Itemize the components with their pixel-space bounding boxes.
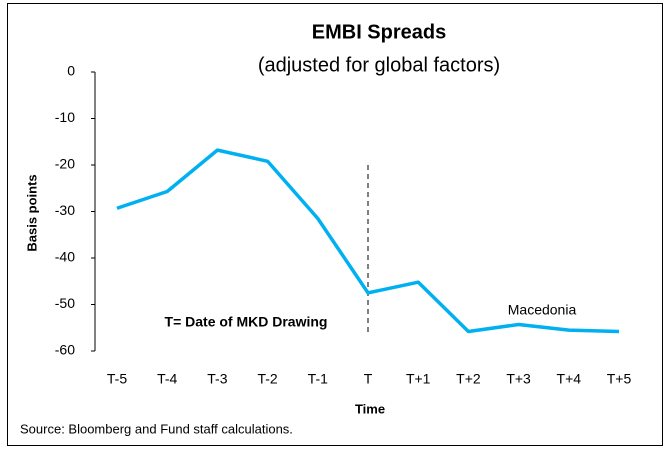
y-tick-label: -20	[55, 156, 75, 172]
annotation: Macedonia	[508, 302, 577, 318]
x-tick-label: T-3	[207, 371, 227, 387]
x-tick-label: T-5	[107, 371, 127, 387]
y-tick-label: -40	[55, 249, 75, 265]
data-line	[116, 148, 620, 334]
chart-frame	[7, 3, 663, 446]
x-tick-label: T+4	[557, 371, 582, 387]
x-tick-label: T+2	[456, 371, 481, 387]
chart-title: EMBI Spreads	[312, 21, 446, 43]
x-tick-label: T-2	[257, 371, 277, 387]
x-axis-label: Time	[355, 401, 385, 416]
x-tick-label: T-4	[157, 371, 177, 387]
x-tick-label: T+5	[607, 371, 632, 387]
x-tick-label: T	[364, 371, 373, 387]
y-tick-label: -60	[55, 342, 75, 358]
x-tick-label: T-1	[308, 371, 328, 387]
x-tick-label: T+3	[506, 371, 531, 387]
annotation: T= Date of MKD Drawing	[165, 314, 328, 330]
y-axis-label: Basis points	[24, 174, 39, 251]
source-note: Source: Bloomberg and Fund staff calcula…	[20, 421, 293, 436]
chart-subtitle: (adjusted for global factors)	[258, 54, 500, 76]
y-tick-label: 0	[67, 63, 75, 79]
x-tick-label: T+1	[406, 371, 431, 387]
y-tick-label: -50	[55, 295, 75, 311]
y-tick-label: -10	[55, 109, 75, 125]
y-tick-label: -30	[55, 202, 75, 218]
